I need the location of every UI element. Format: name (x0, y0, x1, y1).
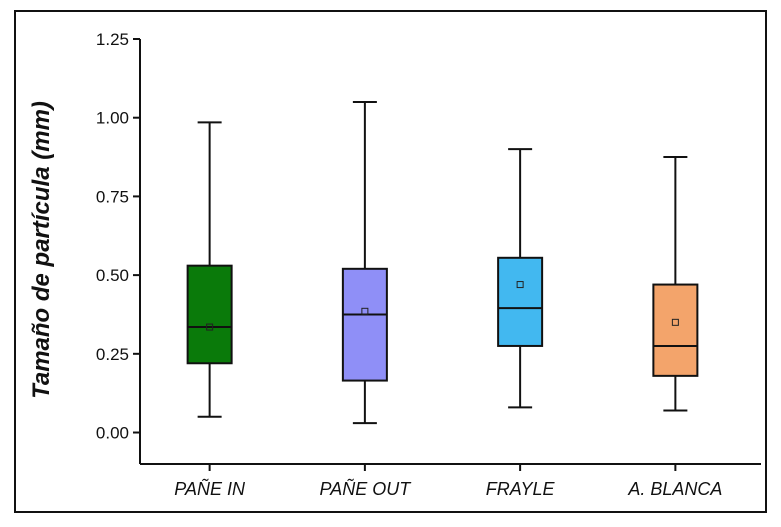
y-axis-label: Tamaño de partícula (mm) (28, 101, 55, 399)
chart-frame: 0.00 0.25 0.50 0.75 1.00 1.25 PAÑE IN PAÑE OUT F… (14, 10, 767, 513)
mean-marker (671, 318, 679, 326)
y-tick-label: 1.00 (96, 109, 129, 128)
mean-marker (206, 323, 214, 331)
x-tick-label: A. BLANCA (627, 479, 722, 499)
y-tick-label: 0.25 (96, 345, 129, 364)
box-group (341, 100, 388, 425)
x-tick-label: PAÑE IN (174, 478, 246, 499)
y-tick-label: 0.50 (96, 266, 129, 285)
box-group (186, 121, 233, 418)
iqr-box (497, 256, 544, 347)
iqr-box (652, 283, 699, 377)
axes: 0.00 0.25 0.50 0.75 1.00 1.25 PAÑE IN PAÑE OUT F… (96, 30, 761, 499)
box-group (652, 156, 699, 412)
mean-marker (361, 307, 369, 315)
y-tick-label: 0.75 (96, 187, 129, 206)
y-tick-label: 1.25 (96, 30, 129, 49)
boxes (186, 100, 699, 425)
iqr-box (186, 264, 233, 365)
iqr-box (341, 267, 388, 382)
x-tick-label: PAÑE OUT (320, 478, 413, 499)
x-tick-label: FRAYLE (486, 479, 556, 499)
y-tick-label: 0.00 (96, 424, 129, 443)
box-group (497, 148, 544, 409)
box-plot-chart: 0.00 0.25 0.50 0.75 1.00 1.25 PAÑE IN PAÑE OUT F… (28, 30, 761, 499)
mean-marker (516, 281, 524, 289)
